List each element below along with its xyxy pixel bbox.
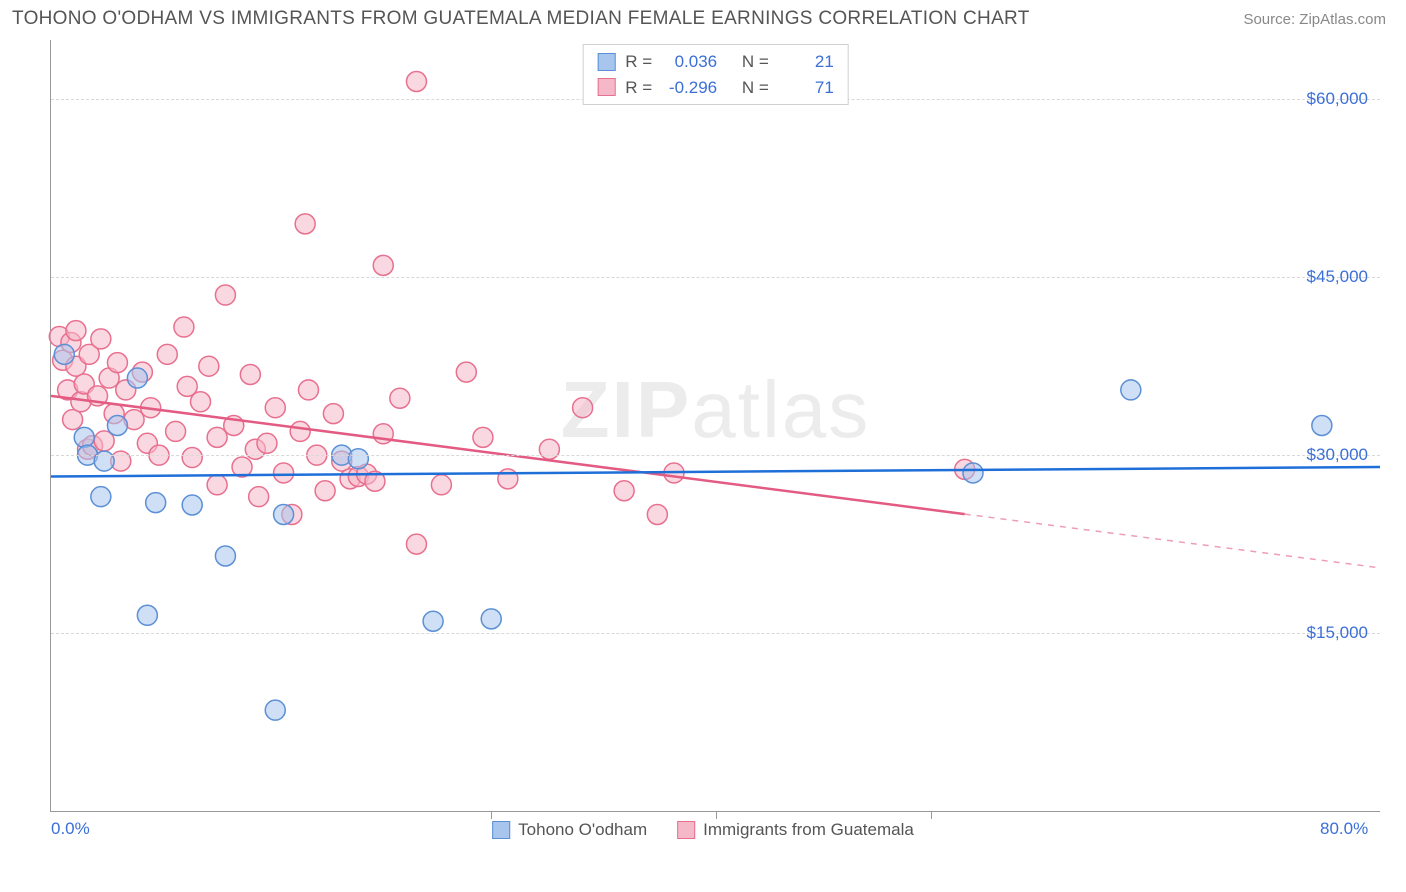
data-point bbox=[265, 398, 285, 418]
n-value-0: 21 bbox=[779, 49, 834, 75]
trend-line-extrapolated bbox=[965, 514, 1380, 568]
legend-label-1: Immigrants from Guatemala bbox=[703, 820, 914, 840]
data-point bbox=[1312, 416, 1332, 436]
data-point bbox=[963, 463, 983, 483]
grid-line-h bbox=[51, 277, 1380, 278]
data-point bbox=[573, 398, 593, 418]
data-point bbox=[390, 388, 410, 408]
data-point bbox=[473, 427, 493, 447]
n-label-0: N = bbox=[742, 49, 769, 75]
data-point bbox=[323, 404, 343, 424]
swatch-series-1 bbox=[597, 78, 615, 96]
data-point bbox=[166, 421, 186, 441]
data-point bbox=[373, 255, 393, 275]
x-minor-tick bbox=[716, 811, 717, 819]
y-tick-label: $60,000 bbox=[1307, 89, 1368, 109]
data-point bbox=[182, 448, 202, 468]
r-label-1: R = bbox=[625, 75, 652, 101]
legend-item-1: Immigrants from Guatemala bbox=[677, 820, 914, 840]
data-point bbox=[539, 439, 559, 459]
data-point bbox=[191, 392, 211, 412]
data-point bbox=[406, 534, 426, 554]
y-tick-label: $45,000 bbox=[1307, 267, 1368, 287]
data-point bbox=[107, 353, 127, 373]
y-tick-label: $30,000 bbox=[1307, 445, 1368, 465]
grid-line-h bbox=[51, 633, 1380, 634]
data-point bbox=[315, 481, 335, 501]
n-label-1: N = bbox=[742, 75, 769, 101]
data-point bbox=[295, 214, 315, 234]
data-point bbox=[207, 475, 227, 495]
data-point bbox=[240, 364, 260, 384]
chart-container: Median Female Earnings ZIPatlas R = 0.03… bbox=[12, 40, 1394, 846]
r-label-0: R = bbox=[625, 49, 652, 75]
data-point bbox=[290, 421, 310, 441]
data-point bbox=[91, 329, 111, 349]
stats-row-1: R = -0.296 N = 71 bbox=[597, 75, 834, 101]
n-value-1: 71 bbox=[779, 75, 834, 101]
stats-legend: R = 0.036 N = 21 R = -0.296 N = 71 bbox=[582, 44, 849, 105]
legend-label-0: Tohono O'odham bbox=[518, 820, 647, 840]
data-point bbox=[614, 481, 634, 501]
data-point bbox=[174, 317, 194, 337]
grid-line-h bbox=[51, 455, 1380, 456]
data-point bbox=[157, 344, 177, 364]
data-point bbox=[74, 427, 94, 447]
data-point bbox=[249, 487, 269, 507]
data-point bbox=[146, 493, 166, 513]
data-point bbox=[257, 433, 277, 453]
data-point bbox=[1121, 380, 1141, 400]
legend-item-0: Tohono O'odham bbox=[492, 820, 647, 840]
data-point bbox=[66, 321, 86, 341]
data-point bbox=[207, 427, 227, 447]
y-tick-label: $15,000 bbox=[1307, 623, 1368, 643]
bottom-legend: Tohono O'odham Immigrants from Guatemala bbox=[492, 820, 914, 840]
source-label: Source: ZipAtlas.com bbox=[1243, 11, 1386, 28]
data-point bbox=[199, 356, 219, 376]
data-point bbox=[647, 504, 667, 524]
data-point bbox=[137, 605, 157, 625]
r-value-0: 0.036 bbox=[662, 49, 717, 75]
data-point bbox=[265, 700, 285, 720]
data-point bbox=[107, 416, 127, 436]
legend-swatch-1 bbox=[677, 821, 695, 839]
legend-swatch-0 bbox=[492, 821, 510, 839]
data-point bbox=[498, 469, 518, 489]
data-point bbox=[456, 362, 476, 382]
x-minor-tick bbox=[931, 811, 932, 819]
stats-row-0: R = 0.036 N = 21 bbox=[597, 49, 834, 75]
chart-title: TOHONO O'ODHAM VS IMMIGRANTS FROM GUATEM… bbox=[12, 8, 1030, 30]
x-minor-tick bbox=[491, 811, 492, 819]
data-point bbox=[215, 546, 235, 566]
data-point bbox=[274, 504, 294, 524]
data-point bbox=[215, 285, 235, 305]
data-point bbox=[91, 487, 111, 507]
data-point bbox=[298, 380, 318, 400]
data-point bbox=[481, 609, 501, 629]
swatch-series-0 bbox=[597, 53, 615, 71]
data-point bbox=[406, 72, 426, 92]
r-value-1: -0.296 bbox=[662, 75, 717, 101]
data-point bbox=[94, 451, 114, 471]
data-point bbox=[423, 611, 443, 631]
plot-area: ZIPatlas R = 0.036 N = 21 R = -0.296 N =… bbox=[50, 40, 1380, 812]
data-point bbox=[127, 368, 147, 388]
data-point bbox=[54, 344, 74, 364]
data-point bbox=[348, 449, 368, 469]
x-tick-label: 0.0% bbox=[51, 819, 90, 839]
x-tick-label: 80.0% bbox=[1320, 819, 1368, 839]
data-point bbox=[63, 410, 83, 430]
plot-svg bbox=[51, 40, 1380, 811]
data-point bbox=[274, 463, 294, 483]
data-point bbox=[431, 475, 451, 495]
data-point bbox=[182, 495, 202, 515]
